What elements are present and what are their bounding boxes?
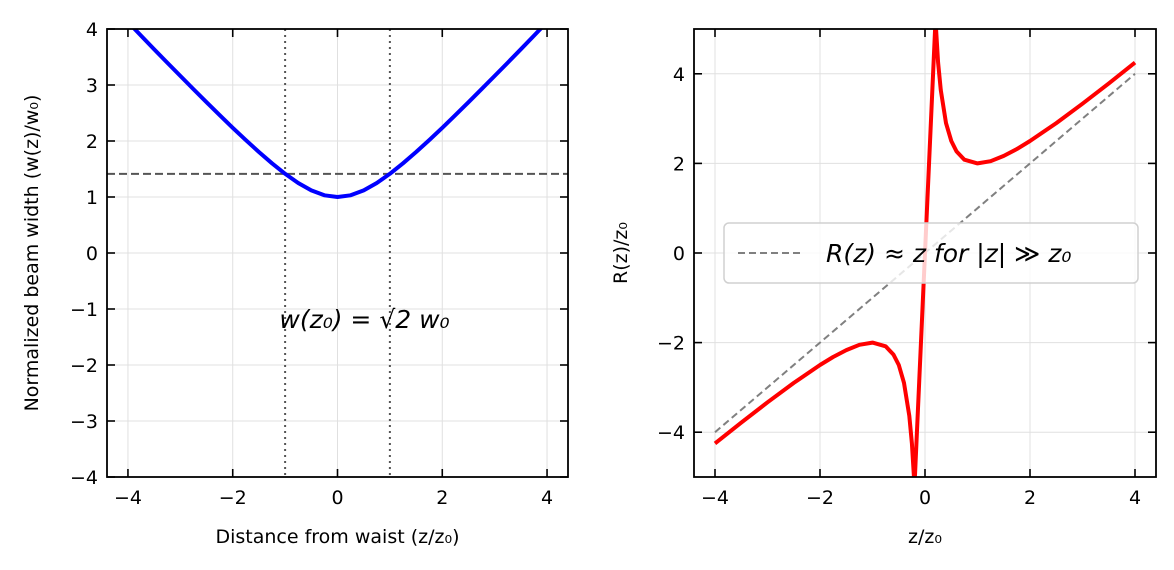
y-tick-label: −3 <box>70 411 98 433</box>
y-axis-label: Normalized beam width (w(z)/w₀) <box>21 95 43 412</box>
y-tick-label: 1 <box>86 187 98 209</box>
y-tick-label: 3 <box>86 75 98 97</box>
y-tick-label: 4 <box>673 64 685 86</box>
subplot-2: −4 −2 0 2 4 −4 −2 0 2 4 z/z₀ R(z)/z₀ R(z) ≈ z for |z… <box>610 28 1157 548</box>
x-tick-label: 2 <box>1024 487 1036 509</box>
y-tick-label: 0 <box>86 243 98 265</box>
y-tick-label: 2 <box>86 131 98 153</box>
y-tick-label: 4 <box>86 19 98 41</box>
subplot-1: −4 −2 0 2 4 −4 −3 −2 −1 0 1 2 3 4 Distance from waist … <box>21 19 569 548</box>
x-tick-label: −2 <box>219 487 247 509</box>
legend-box <box>723 222 1139 284</box>
x-tick-label: 4 <box>541 487 553 509</box>
x-axis-label: z/z₀ <box>908 526 942 548</box>
legend: R(z) ≈ z for |z| ≫ z₀ <box>723 222 1139 284</box>
y-tick-label: −4 <box>657 422 685 444</box>
y-tick-label: −2 <box>657 333 685 355</box>
x-tick-label: 0 <box>919 487 931 509</box>
x-axis-label: Distance from waist (z/z₀) <box>215 526 459 548</box>
y-tick-label: 0 <box>673 243 685 265</box>
x-tick-label: 0 <box>331 487 343 509</box>
x-tick-label: −4 <box>114 487 142 509</box>
y-tick-label: 2 <box>673 153 685 175</box>
y-tick-label: −2 <box>70 355 98 377</box>
y-tick-label: −1 <box>70 299 98 321</box>
annotation-text: w(z₀) = √2 w₀ <box>279 305 449 334</box>
x-tick-label: −4 <box>701 487 729 509</box>
legend-label: R(z) ≈ z for |z| ≫ z₀ <box>826 239 1071 268</box>
y-axis-label: R(z)/z₀ <box>610 222 632 284</box>
y-tick-label: −4 <box>70 467 98 489</box>
x-tick-label: 4 <box>1129 487 1141 509</box>
series-line-1 <box>131 29 544 199</box>
x-tick-label: −2 <box>806 487 834 509</box>
x-tick-label: 2 <box>436 487 448 509</box>
